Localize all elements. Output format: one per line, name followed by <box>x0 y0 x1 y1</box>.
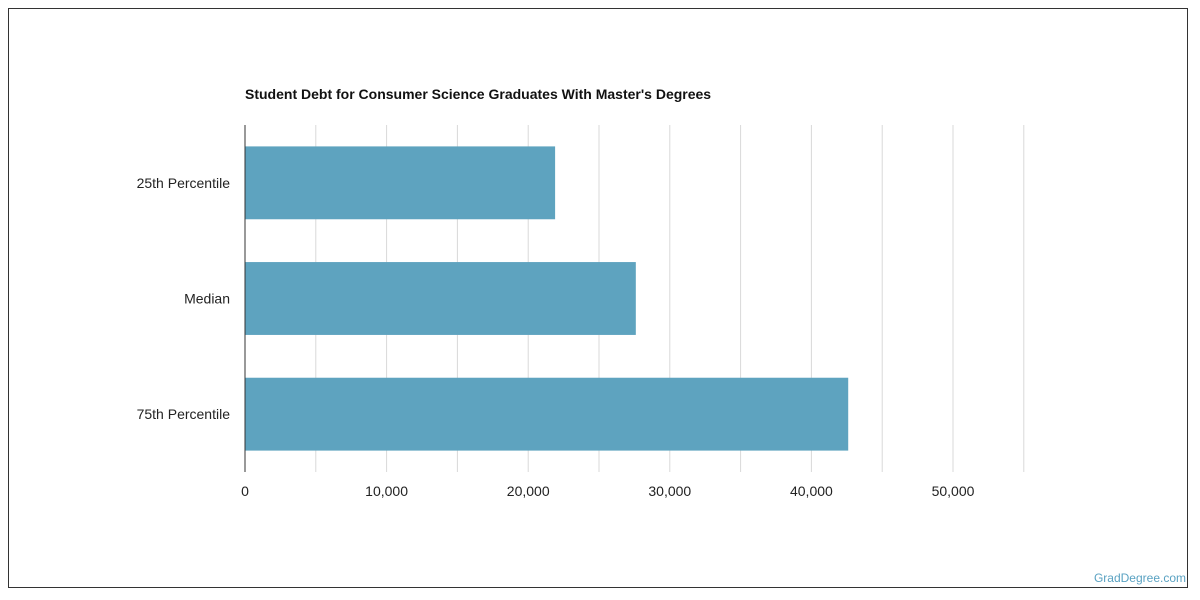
bars <box>245 146 849 451</box>
bar-25th-percentile[interactable] <box>245 146 556 220</box>
x-tick-label: 30,000 <box>648 483 691 499</box>
bar-median[interactable] <box>245 262 636 335</box>
source-watermark[interactable]: GradDegree.com <box>1093 571 1186 585</box>
x-tick-label: 10,000 <box>365 483 408 499</box>
category-label: 25th Percentile <box>137 175 231 191</box>
chart-title: Student Debt for Consumer Science Gradua… <box>245 86 712 102</box>
bar-75th-percentile[interactable] <box>245 377 849 451</box>
x-tick-label: 0 <box>241 483 249 499</box>
category-label: 75th Percentile <box>137 406 231 422</box>
labels: 25th Percentile Median 75th Percentile 0 10,… <box>137 175 975 499</box>
x-tick-label: 50,000 <box>932 483 975 499</box>
x-tick-label: 20,000 <box>507 483 550 499</box>
x-tick-label: 40,000 <box>790 483 833 499</box>
category-label: Median <box>184 291 230 307</box>
